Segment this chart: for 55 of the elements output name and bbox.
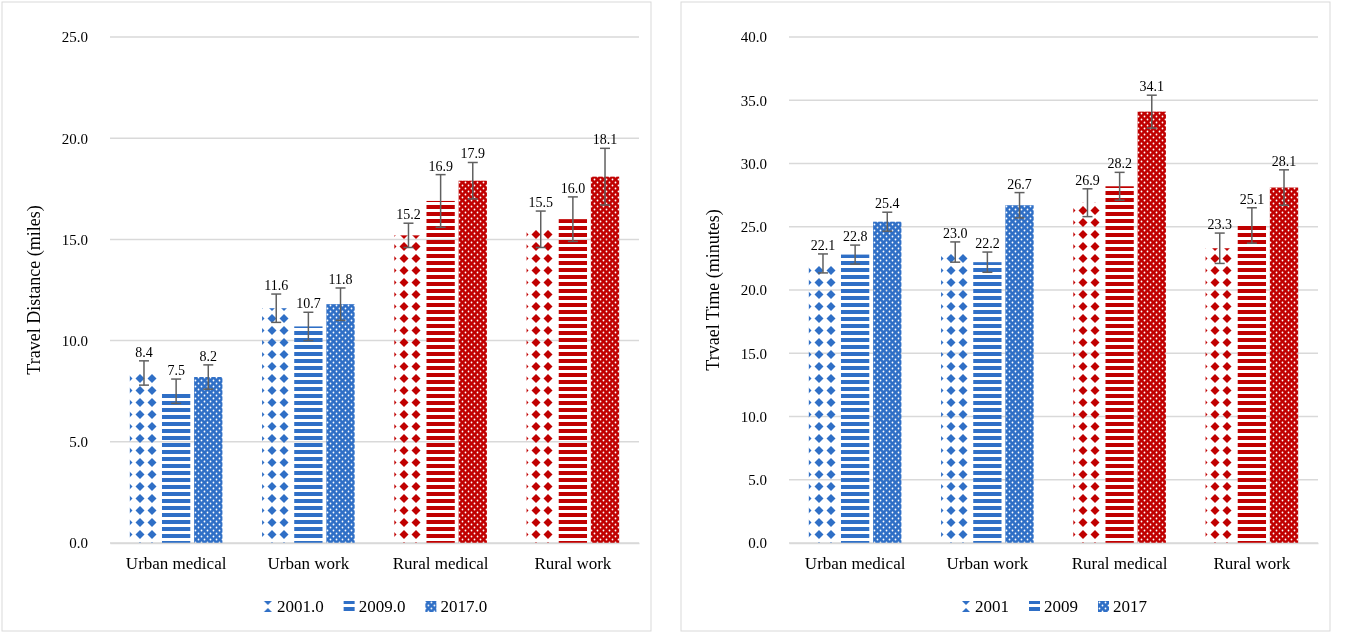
data-label: 28.1 <box>1271 153 1297 169</box>
data-label: 23.0 <box>942 225 968 241</box>
data-label: 26.9 <box>1075 172 1100 188</box>
x-tick-label: Rural work <box>1213 554 1291 574</box>
y-tick-label: 5.0 <box>69 434 88 451</box>
y-tick-label: 35.0 <box>740 92 767 109</box>
y-tick-label: 5.0 <box>748 472 767 489</box>
data-label: 25.1 <box>1239 191 1265 207</box>
x-tick-label: Urban medical <box>125 554 227 574</box>
legend-label: 2017 <box>1113 597 1148 616</box>
y-tick-label: 30.0 <box>740 155 767 172</box>
data-label: 8.4 <box>135 344 153 360</box>
data-label: 8.2 <box>199 348 218 364</box>
x-tick-label: Urban work <box>946 554 1029 574</box>
x-tick-label: Rural work <box>534 554 612 574</box>
data-label: 22.8 <box>842 229 868 245</box>
legend-label: 2009.0 <box>358 597 406 616</box>
y-tick-label: 25.0 <box>740 219 767 236</box>
y-axis-title: Travel Distance (miles) <box>24 205 45 375</box>
data-label: 25.4 <box>875 196 900 212</box>
data-label: 15.5 <box>528 195 553 211</box>
y-axis-title: Trvael Time (minutes) <box>703 209 724 371</box>
data-label: 22.1 <box>810 237 836 253</box>
y-tick-label: 10.0 <box>61 332 88 349</box>
y-tick-label: 20.0 <box>740 282 767 299</box>
x-tick-label: Urban medical <box>804 554 906 574</box>
x-tick-label: Urban work <box>267 554 350 574</box>
data-label: 15.2 <box>396 207 421 223</box>
x-tick-label: Rural medical <box>1071 554 1168 574</box>
x-tick-label: Rural medical <box>392 554 489 574</box>
legend-label: 2009 <box>1044 597 1078 616</box>
data-label: 7.5 <box>167 363 185 379</box>
data-label: 34.1 <box>1139 79 1165 95</box>
legend-label: 2017.0 <box>440 597 488 616</box>
legend-label: 2001 <box>975 597 1009 616</box>
data-label: 16.9 <box>428 158 453 174</box>
data-label: 18.1 <box>592 132 618 148</box>
y-tick-label: 25.0 <box>61 29 88 46</box>
y-tick-label: 10.0 <box>740 408 767 425</box>
data-label: 23.3 <box>1207 217 1232 233</box>
y-tick-label: 40.0 <box>740 29 767 46</box>
y-tick-label: 0.0 <box>69 535 88 552</box>
data-label: 16.0 <box>560 180 586 196</box>
data-label: 17.9 <box>460 146 486 162</box>
y-tick-label: 15.0 <box>740 345 767 362</box>
legend-label: 2001.0 <box>276 597 324 616</box>
data-label: 22.2 <box>975 236 1000 252</box>
data-label: 26.7 <box>1007 176 1032 192</box>
y-tick-label: 15.0 <box>61 231 88 248</box>
y-tick-label: 0.0 <box>748 535 767 552</box>
data-label: 10.7 <box>296 296 321 312</box>
data-label: 11.6 <box>264 278 289 294</box>
y-tick-label: 20.0 <box>61 130 88 147</box>
data-label: 28.2 <box>1107 156 1132 172</box>
data-label: 11.8 <box>328 271 353 287</box>
